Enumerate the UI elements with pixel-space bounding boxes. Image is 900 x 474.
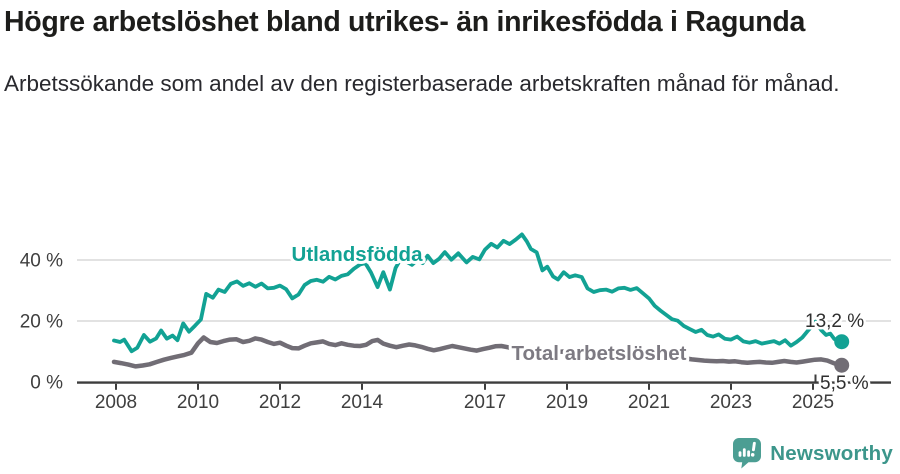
series-end-dot-utlandsf-dda <box>834 334 850 350</box>
x-tick-label-2010: 2010 <box>177 392 219 413</box>
series-end-dot-total-arbetsl-shet <box>834 357 850 373</box>
page-title: Högre arbetslöshet bland utrikes- än inr… <box>4 6 806 38</box>
bar-3 <box>747 450 751 457</box>
bar-1 <box>738 451 742 457</box>
exclamation-mark <box>751 441 757 457</box>
series-line-total-arbetsl-shet <box>111 335 844 369</box>
series-label-total-arbetsl-shet: Total arbetslöshet <box>511 342 686 365</box>
newsworthy-logo-icon <box>733 438 762 469</box>
newsworthy-attribution: Newsworthy <box>733 438 893 469</box>
end-value-label-utlandsf-dda: 13,2 % <box>805 311 864 332</box>
bar-2 <box>743 448 746 457</box>
series-label-utlandsf-dda: Utlandsfödda <box>292 243 424 266</box>
y-tick-label-0: 0 % <box>30 373 63 394</box>
page-subtitle: Arbetssökande som andel av den registerb… <box>4 70 840 96</box>
x-tick-label-2021: 2021 <box>628 392 670 413</box>
x-tick-label-2012: 2012 <box>259 392 301 413</box>
x-tick-label-2019: 2019 <box>546 392 588 413</box>
brand-wordmark: Newsworthy <box>770 441 893 465</box>
end-value-label-total-arbetsl-shet: 5,5 % <box>820 373 869 394</box>
series-line-utlandsf-dda <box>112 232 844 354</box>
y-tick-label-40: 40 % <box>20 251 63 272</box>
y-tick-label-20: 20 % <box>20 312 63 333</box>
x-tick-label-2014: 2014 <box>341 392 384 413</box>
x-tick-label-2025: 2025 <box>792 392 834 413</box>
x-tick-label-2017: 2017 <box>464 392 506 413</box>
x-tick-label-2023: 2023 <box>710 392 752 413</box>
x-tick-label-2008: 2008 <box>95 392 137 413</box>
chart-header: Högre arbetslöshet bland utrikes- än inr… <box>4 0 864 100</box>
speech-bubble-shape <box>733 438 762 469</box>
